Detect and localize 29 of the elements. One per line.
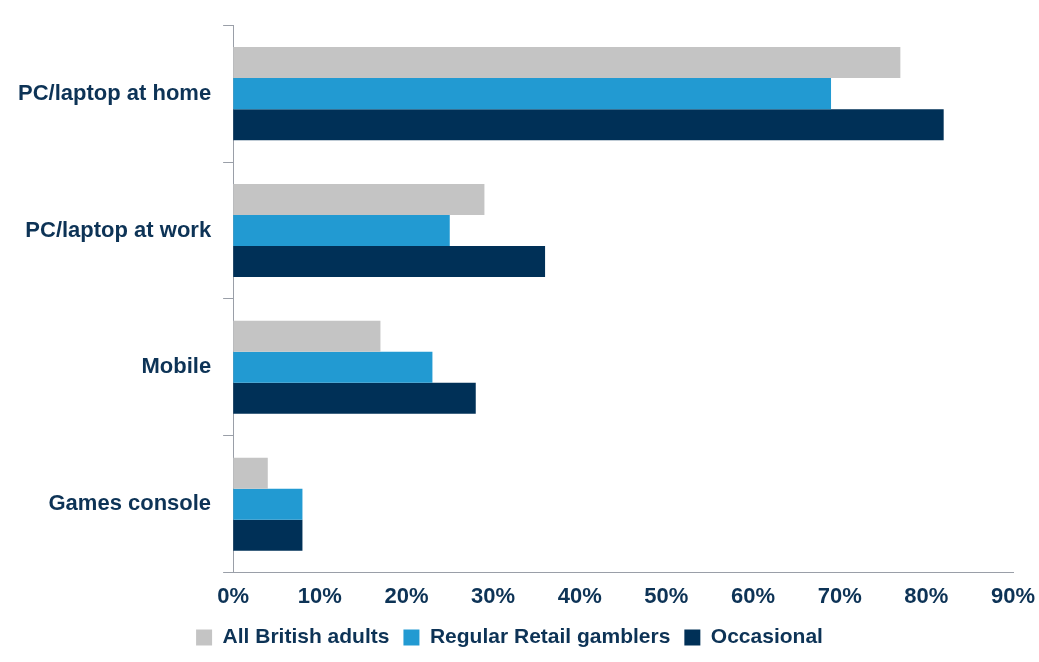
bar bbox=[233, 351, 433, 383]
y-tick-label: PC/laptop at work bbox=[25, 216, 212, 242]
x-tick-label: 40% bbox=[557, 582, 602, 608]
legend-label: Regular Retail gamblers bbox=[429, 624, 671, 648]
bar bbox=[233, 320, 381, 352]
bar bbox=[233, 78, 832, 110]
bar bbox=[233, 457, 268, 489]
x-tick-label: 20% bbox=[384, 582, 429, 608]
x-tick-label: 0% bbox=[217, 582, 250, 608]
bar bbox=[233, 47, 901, 79]
x-tick-label: 60% bbox=[731, 582, 776, 608]
bar bbox=[233, 245, 546, 277]
x-tick-label: 30% bbox=[471, 582, 516, 608]
bar bbox=[233, 519, 303, 551]
x-tick-label: 80% bbox=[904, 582, 949, 608]
bar bbox=[233, 214, 450, 246]
y-tick-label: PC/laptop at home bbox=[18, 79, 212, 105]
legend-label: All British adults bbox=[222, 624, 390, 648]
y-tick-label: Mobile bbox=[141, 353, 212, 379]
x-tick-label: 10% bbox=[297, 582, 342, 608]
bar bbox=[233, 382, 476, 414]
bar bbox=[233, 488, 303, 520]
legend-label: Occasional bbox=[710, 624, 823, 648]
x-tick-label: 90% bbox=[990, 582, 1036, 608]
x-tick-label: 70% bbox=[817, 582, 862, 608]
bar bbox=[233, 183, 485, 215]
x-tick-label: 50% bbox=[644, 582, 689, 608]
bar bbox=[233, 109, 944, 141]
y-tick-label: Games console bbox=[48, 490, 212, 516]
